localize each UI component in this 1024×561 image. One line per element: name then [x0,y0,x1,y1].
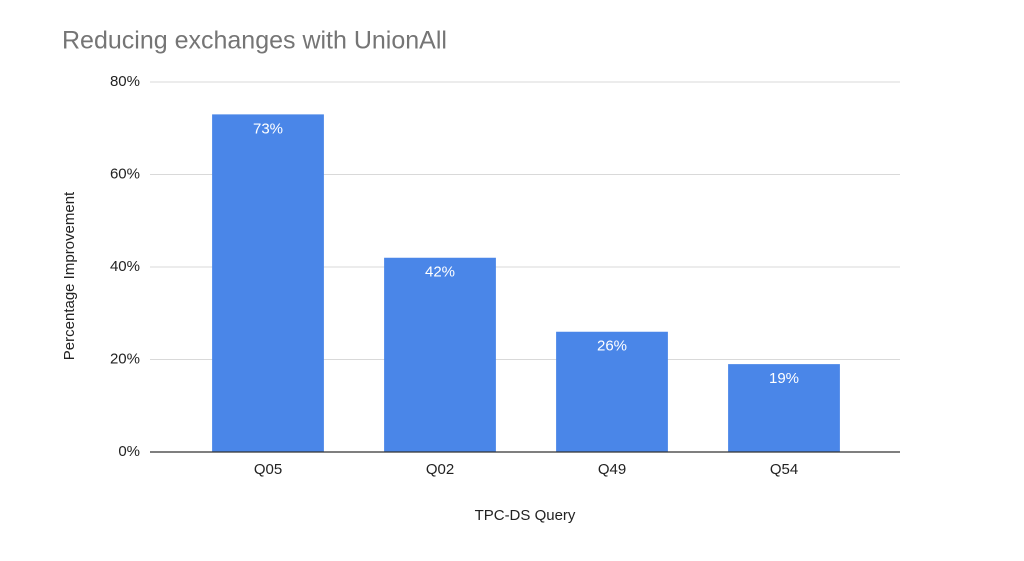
bar [212,114,324,452]
y-tick-label: 0% [118,443,140,460]
bar [728,364,840,452]
data-label: 19% [769,370,799,387]
x-tick-label: Q02 [426,461,454,478]
bar [556,331,668,452]
y-axis-label: Percentage Improvement [61,191,78,360]
y-tick-label: 40% [110,258,140,275]
bar [384,257,496,452]
y-tick-label: 60% [110,165,140,182]
y-tick-label: 80% [110,73,140,90]
data-label: 73% [253,120,283,137]
x-tick-label: Q54 [770,461,798,478]
data-label: 26% [597,338,627,355]
x-tick-label: Q49 [598,461,626,478]
y-tick-label: 20% [110,350,140,367]
x-tick-label: Q05 [254,461,282,478]
data-label: 42% [425,264,455,281]
x-axis-label: TPC-DS Query [475,507,576,524]
chart-title: Reducing exchanges with UnionAll [62,27,447,55]
